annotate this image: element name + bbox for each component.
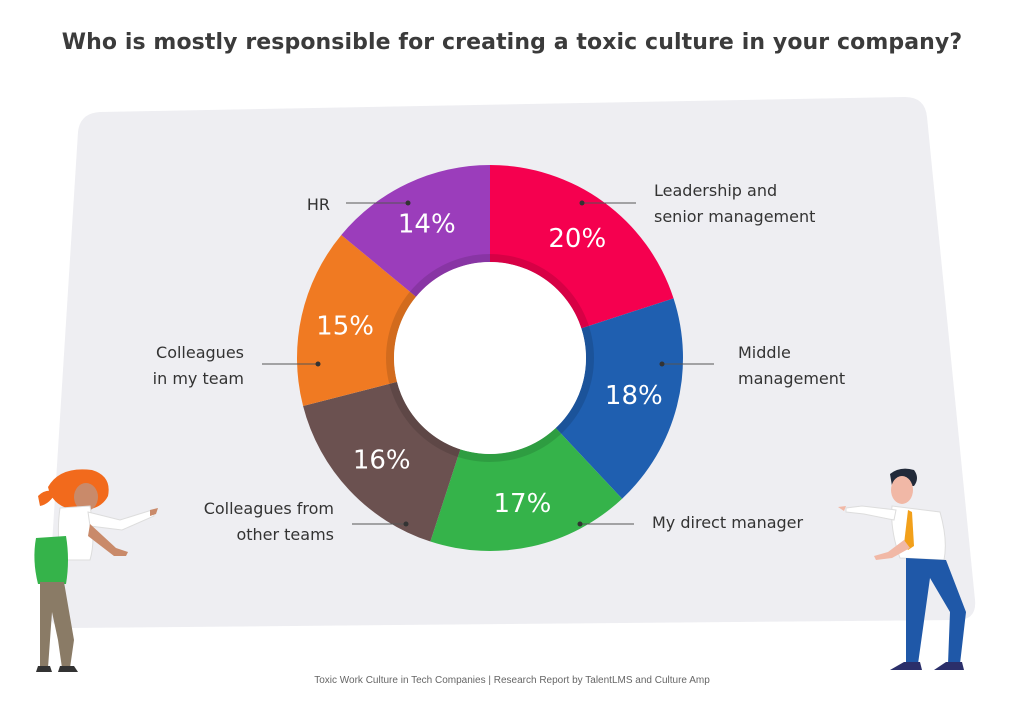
slice-colleagues-in-my-team [297, 234, 417, 406]
value-label-my-direct-manager: 17% [493, 489, 551, 519]
leader-dot-middle-management [659, 361, 665, 367]
leader-dot-leadership-and-senior-management [579, 200, 585, 206]
donut-hole [394, 262, 586, 454]
chart-title: Who is mostly responsible for creating a… [61, 30, 963, 55]
value-label-hr: 14% [398, 210, 456, 240]
slice-colleagues-from-other-teams [303, 381, 461, 542]
footer-source: Toxic Work Culture in Tech Companies | R… [314, 675, 710, 686]
value-label-colleagues-from-other-teams: 16% [353, 446, 411, 476]
category-label-my-direct-manager: My direct manager [652, 513, 804, 532]
leader-lines [262, 200, 714, 527]
woman-illustration [34, 469, 158, 672]
category-label-middle-management: Middle management [738, 343, 845, 388]
slice-hr [341, 165, 490, 297]
leader-dot-hr [405, 200, 411, 206]
value-label-middle-management: 18% [605, 381, 663, 411]
category-label-colleagues-from-other-teams: Colleagues from other teams [204, 499, 334, 544]
slice-middle-management [555, 298, 683, 499]
value-label-leadership-and-senior-management: 20% [548, 224, 606, 254]
slice-my-direct-manager [430, 427, 623, 551]
value-label-colleagues-in-my-team: 15% [316, 312, 374, 342]
category-label-hr: HR [307, 195, 330, 214]
donut-slices [297, 165, 683, 551]
leader-dot-colleagues-in-my-team [315, 361, 321, 367]
category-labels: Leadership and senior management Middle man… [153, 181, 846, 544]
man-illustration [838, 468, 966, 670]
leader-dot-my-direct-manager [577, 521, 583, 527]
percentage-labels: 20% 18% 17% 16% 15% 14% [316, 210, 663, 519]
slice-leadership-and-senior-management [490, 165, 674, 329]
category-label-colleagues-in-my-team: Colleagues in my team [153, 343, 244, 388]
leader-dot-colleagues-from-other-teams [403, 521, 409, 527]
category-label-leadership-and-senior-management: Leadership and senior management [654, 181, 815, 226]
